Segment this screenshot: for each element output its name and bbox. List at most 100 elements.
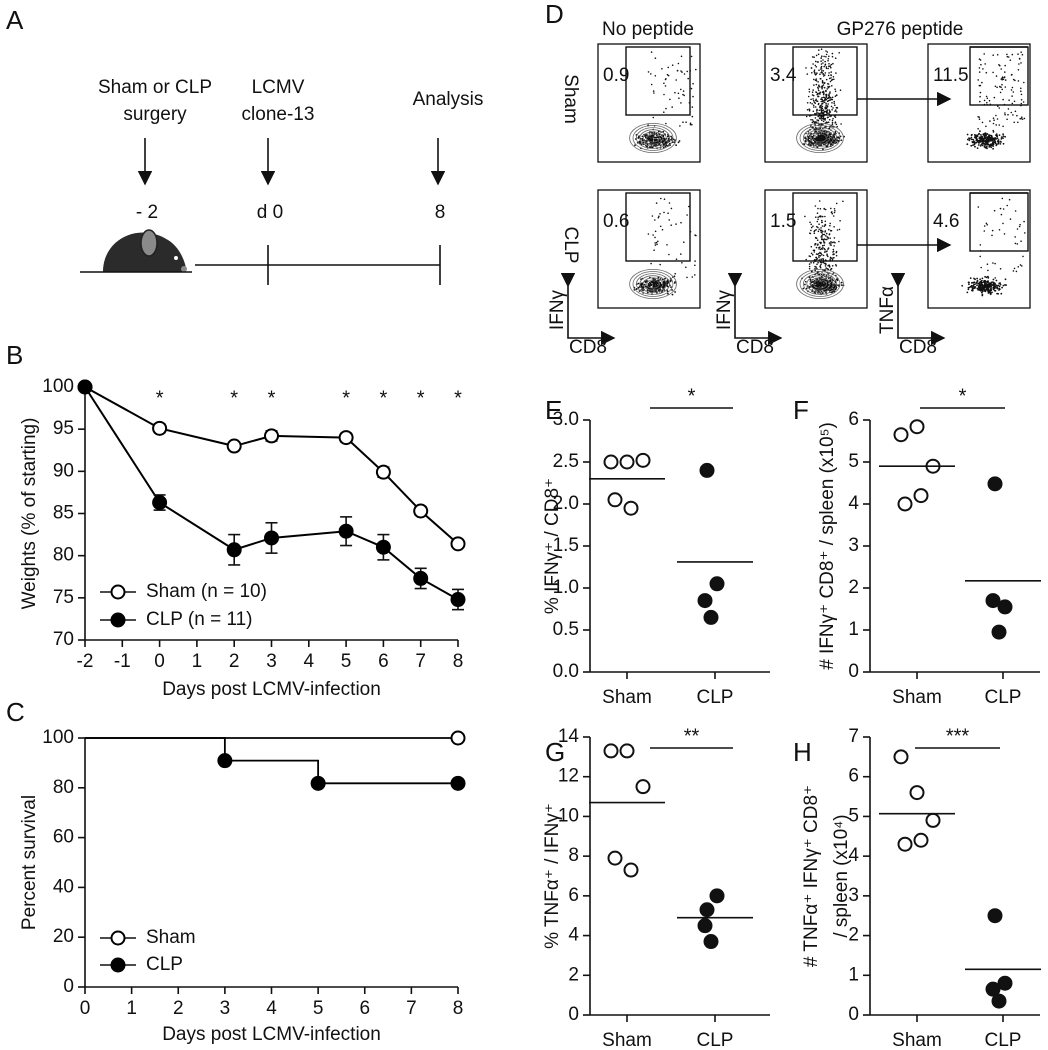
y-tick-label: 70	[53, 629, 74, 650]
flow-dot	[815, 246, 818, 249]
flow-dot	[829, 110, 831, 112]
flow-dot	[810, 229, 812, 232]
flow-dot	[680, 221, 682, 224]
flow-dot	[823, 262, 826, 265]
flow-dot	[839, 220, 841, 222]
dot	[913, 488, 929, 504]
marker	[338, 523, 354, 539]
flow-dot	[978, 118, 981, 120]
flow-dot	[817, 112, 819, 114]
flow-dot	[671, 106, 673, 108]
flow-dot	[989, 143, 992, 146]
flow-dot	[996, 118, 999, 120]
flow-dot	[990, 285, 992, 288]
flow-dot	[637, 137, 640, 139]
flow-dot	[814, 60, 817, 63]
flow-dot	[810, 67, 813, 69]
flow-dot	[813, 78, 815, 81]
flow-dot	[805, 140, 807, 143]
flow-dot	[1000, 68, 1002, 70]
x-tick-label: -1	[114, 651, 131, 672]
flow-dot	[812, 249, 815, 252]
flow-dot	[823, 111, 826, 113]
flow-dot	[818, 49, 820, 51]
flow-dot	[1003, 76, 1006, 79]
flow-dot	[671, 289, 673, 291]
flow-dot	[1024, 232, 1026, 234]
y-axis-label: / spleen (x10⁴)	[831, 814, 852, 937]
flow-dot	[680, 253, 682, 255]
flow-dot	[675, 258, 678, 261]
flow-dot	[970, 285, 973, 287]
flow-dot	[992, 283, 995, 285]
flow-dot	[828, 85, 831, 88]
flow-dot	[996, 140, 999, 143]
flow-dot	[635, 288, 638, 290]
flow-dot	[813, 69, 816, 71]
marker	[152, 420, 168, 436]
dot	[909, 419, 925, 435]
flow-dot	[822, 254, 825, 257]
flow-dot	[834, 130, 837, 133]
flow-dot	[670, 286, 672, 288]
flow-dot	[831, 212, 834, 215]
flow-dot	[831, 265, 834, 267]
flow-dot	[985, 142, 988, 145]
y-tick-label: 0	[63, 976, 74, 997]
flow-dot	[831, 96, 834, 99]
dot	[697, 593, 713, 609]
x-tick-label: 1	[126, 998, 137, 1019]
flow-dot	[675, 144, 677, 147]
flow-dot	[692, 82, 694, 85]
flow-dot	[1000, 213, 1003, 216]
x-tick-label: 0	[80, 998, 91, 1019]
flow-dot	[810, 226, 813, 229]
flow-dot	[816, 212, 819, 214]
flow-dot	[647, 233, 650, 235]
flow-dot	[831, 119, 834, 122]
column-header: GP276 peptide	[837, 19, 964, 40]
flow-dot	[833, 208, 836, 210]
flow-dot	[987, 292, 990, 294]
flow-dot	[685, 266, 687, 269]
flow-dot	[980, 266, 982, 269]
flow-dot	[998, 107, 1001, 109]
flow-dot	[835, 254, 838, 257]
flow-dot	[816, 225, 818, 228]
flow-dot	[992, 143, 995, 146]
flow-dot	[819, 283, 822, 286]
flow-dot	[821, 96, 823, 99]
flow-dot	[810, 98, 812, 101]
flow-dot	[664, 145, 667, 148]
y-tick-label: 2	[568, 964, 579, 985]
flow-dot	[989, 145, 991, 148]
flow-dot	[827, 74, 830, 77]
flow-dot	[666, 280, 668, 283]
flow-dot	[821, 103, 823, 105]
flow-dot	[838, 228, 841, 231]
flow-dot	[978, 282, 981, 285]
flow-dot	[820, 71, 822, 74]
flow-dot	[815, 258, 818, 261]
flow-dot	[828, 264, 830, 266]
significance: *	[688, 385, 696, 407]
flow-dot	[988, 284, 990, 287]
contour	[646, 279, 660, 289]
flow-dot	[812, 110, 815, 113]
flow-dot	[664, 277, 666, 280]
flow-plot: 1.5	[764, 189, 868, 309]
flow-dot	[812, 225, 814, 227]
flow-dot	[987, 288, 989, 291]
flow-dot	[821, 236, 823, 238]
flow-dot	[989, 290, 991, 293]
flow-dot	[654, 288, 657, 290]
flow-dot	[1002, 208, 1005, 210]
flow-dot	[829, 133, 832, 136]
flow-dot	[969, 137, 971, 140]
flow-dot	[970, 144, 973, 147]
flow-dot	[824, 72, 827, 74]
flow-dot	[826, 238, 828, 241]
flow-dot	[834, 242, 836, 244]
flow-dot	[1004, 64, 1006, 67]
flow-dot	[1018, 63, 1020, 65]
